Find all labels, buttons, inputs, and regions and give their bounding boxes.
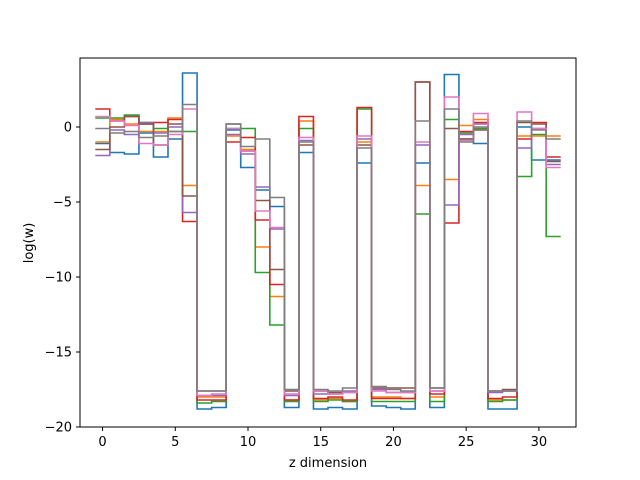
x-tick-label: 30 [531,435,548,450]
x-tick-label: 15 [312,435,329,450]
x-tick-label: 25 [458,435,475,450]
x-tick-label: 10 [240,435,257,450]
y-tick-label: −5 [53,196,72,211]
y-tick-label: −10 [45,271,72,286]
series-line-8 [95,103,561,392]
x-axis-label: z dimension [289,456,367,471]
plot-area-frame [79,57,577,428]
series-layer [95,72,561,410]
y-tick-label: −20 [45,421,72,436]
y-tick-label: −15 [45,346,72,361]
x-tick-label: 20 [385,435,402,450]
series-line-2 [95,117,561,403]
ticks-layer: 0 5 10 15 20 25 30 −20 −15 −10 −5 0 [45,121,548,451]
x-tick-label: 0 [98,435,106,450]
series-line-7 [95,96,561,397]
y-axis-label: log(w) [22,223,37,264]
x-tick-label: 5 [171,435,179,450]
y-tick-label: 0 [64,121,72,136]
